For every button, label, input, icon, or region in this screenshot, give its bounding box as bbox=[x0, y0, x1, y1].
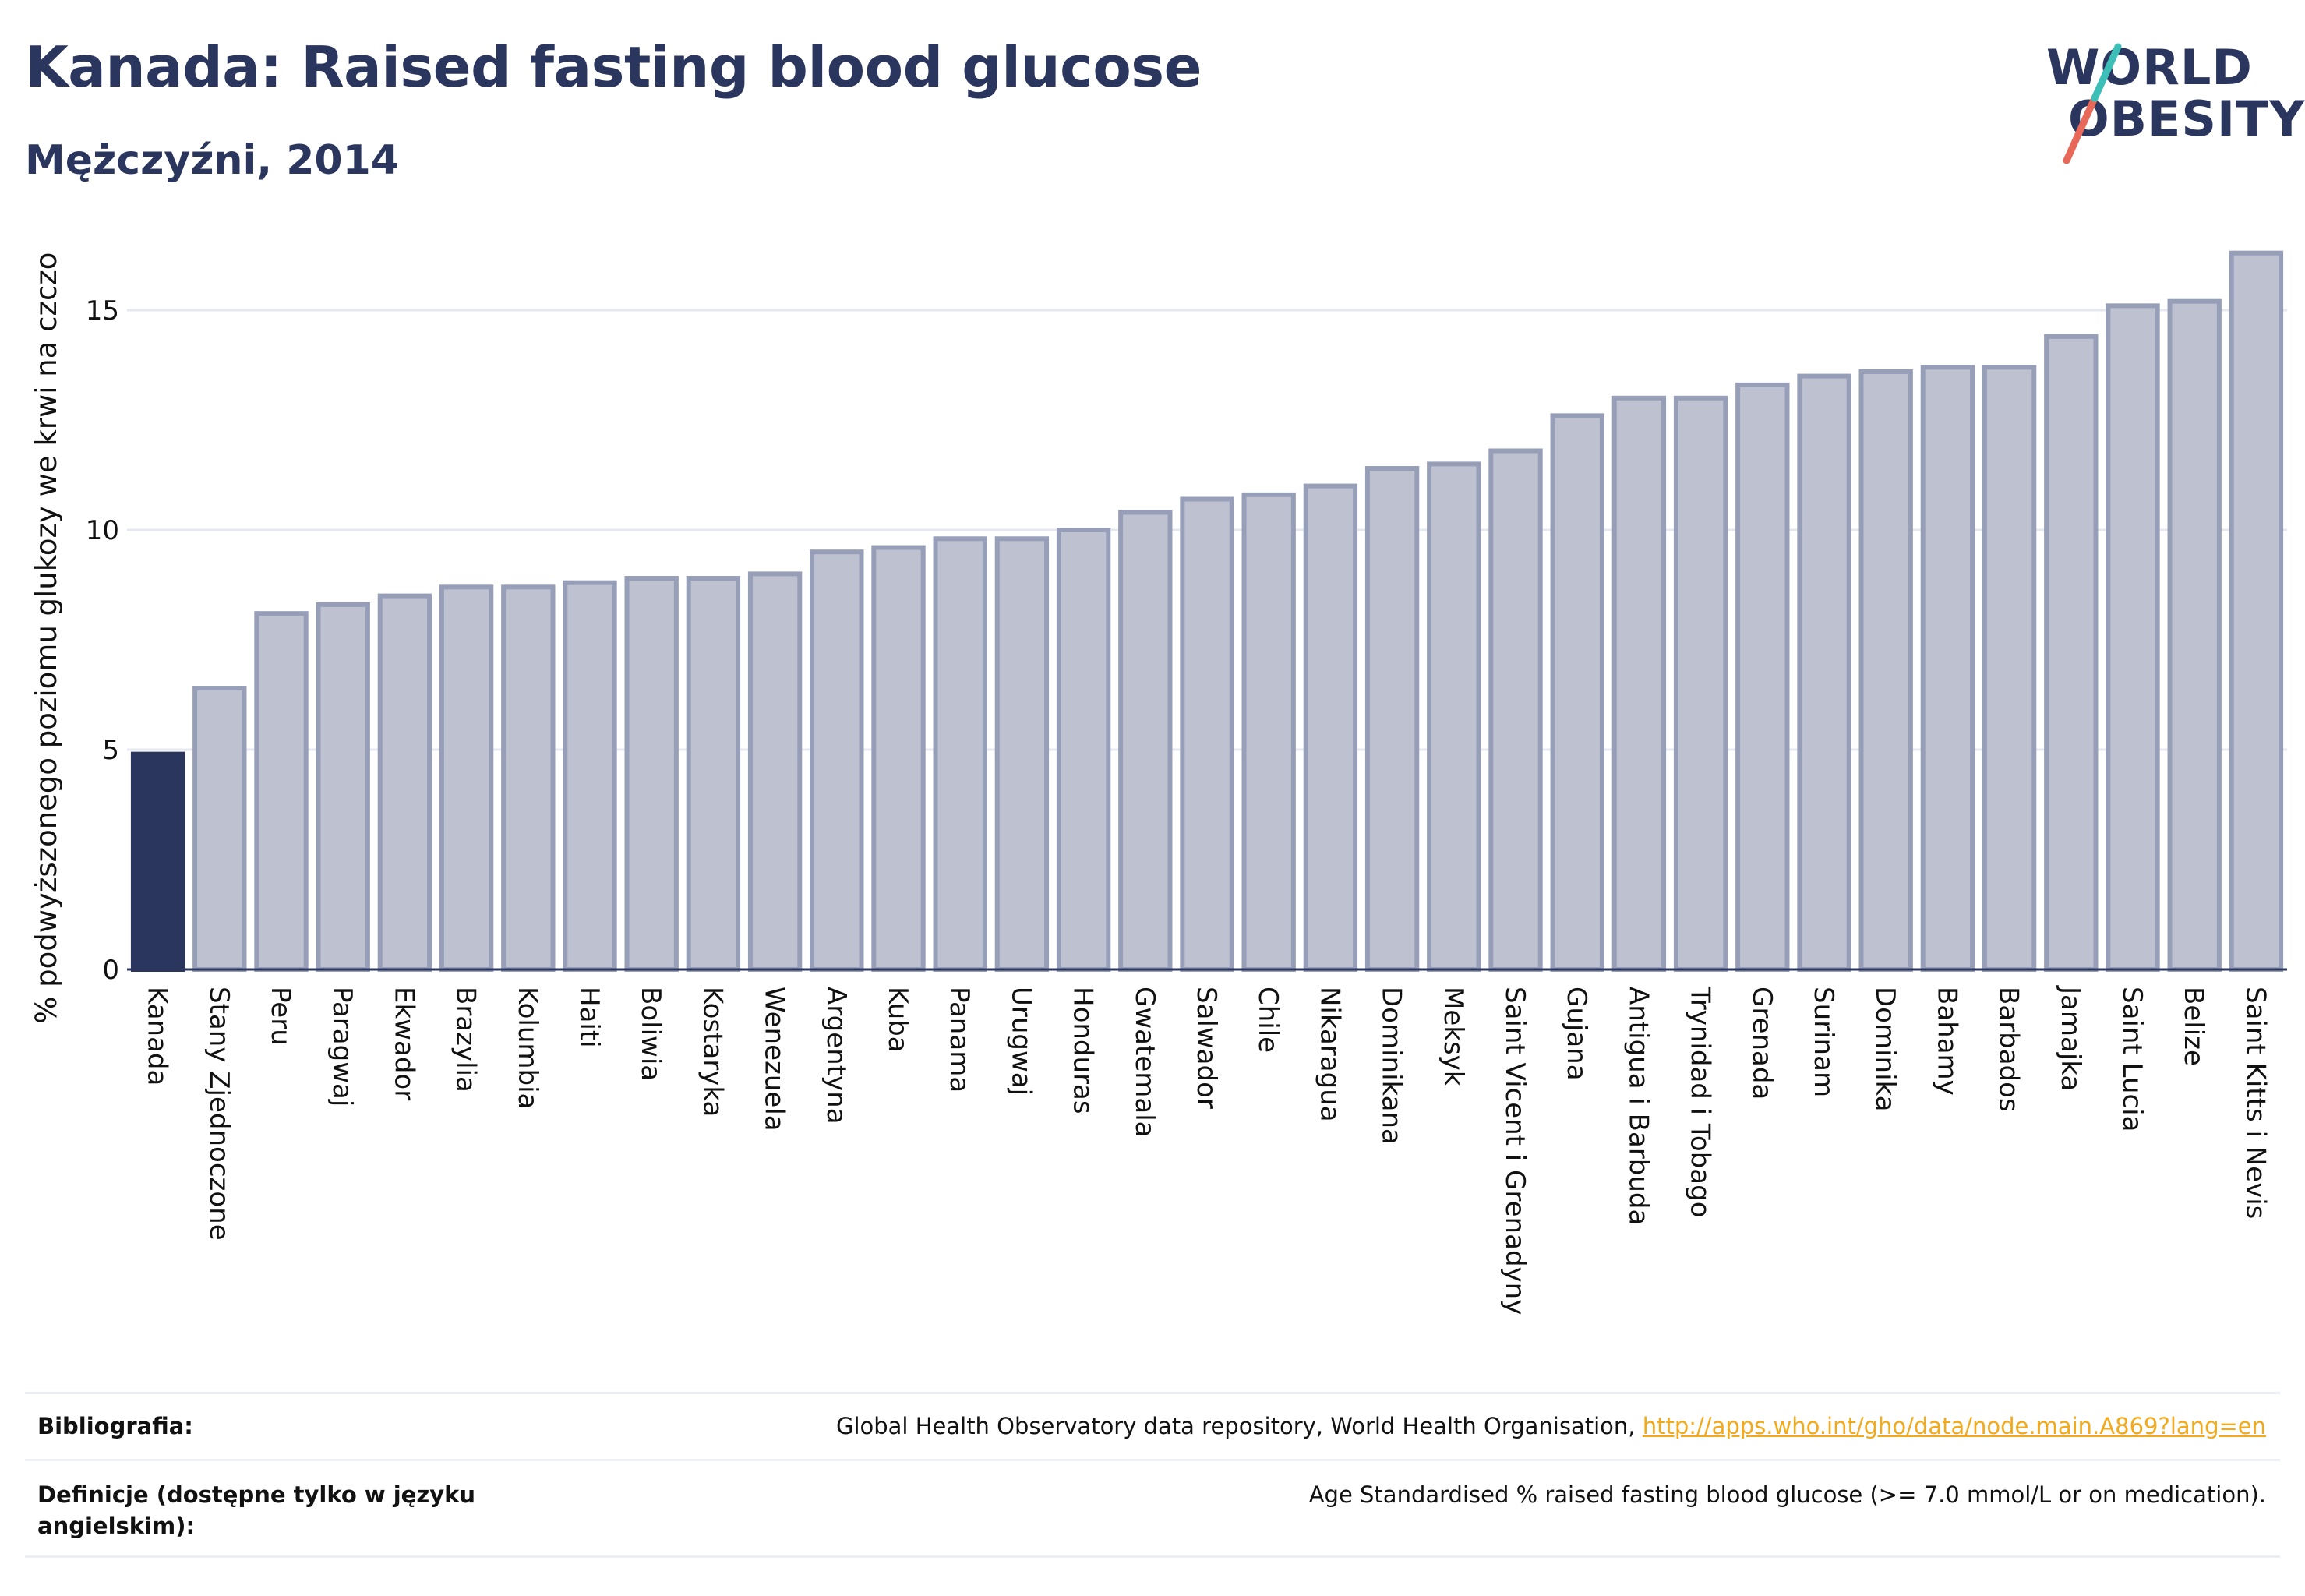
bar bbox=[624, 576, 679, 972]
x-tick-label: Grenada bbox=[1746, 987, 1777, 1100]
x-tick-label: Meksyk bbox=[1438, 987, 1469, 1086]
bar bbox=[1858, 369, 1913, 972]
footer-divider bbox=[25, 1392, 2280, 1394]
x-tick-label: Stany Zjednoczone bbox=[203, 987, 235, 1241]
bar bbox=[1427, 461, 1481, 972]
footer-divider bbox=[25, 1555, 2280, 1558]
x-tick-label: Wenezuela bbox=[759, 987, 790, 1132]
bibliography-text: Global Health Observatory data repositor… bbox=[835, 1413, 1643, 1439]
x-tick-label: Nikaragua bbox=[1314, 987, 1345, 1122]
bar bbox=[192, 686, 247, 972]
page-subtitle: Mężczyźni, 2014 bbox=[25, 137, 399, 184]
bar bbox=[1611, 395, 1667, 972]
bar bbox=[1488, 448, 1543, 972]
bar bbox=[1797, 373, 1851, 973]
bar bbox=[1303, 483, 1358, 972]
x-tick-label: Dominikana bbox=[1376, 987, 1407, 1145]
x-tick-label: Panama bbox=[944, 987, 975, 1093]
x-tick-label: Kuba bbox=[882, 987, 913, 1053]
logo-slash-icon bbox=[2063, 43, 2122, 164]
bar-chart: 0 5 10 15 % podwyższonego poziomu glukozy we… bbox=[30, 250, 2287, 1315]
x-tick-label: Bahamy bbox=[1931, 987, 1962, 1096]
bar bbox=[1550, 413, 1604, 972]
bar bbox=[1118, 510, 1173, 972]
x-tick-label: Honduras bbox=[1068, 987, 1099, 1114]
x-tick-label: Belize bbox=[2178, 987, 2209, 1066]
bar bbox=[1920, 365, 1975, 972]
bar bbox=[2229, 250, 2284, 972]
bar bbox=[933, 536, 987, 972]
bibliography-label: Bibliografia: bbox=[37, 1413, 193, 1439]
bar bbox=[1180, 496, 1234, 972]
footer-divider bbox=[25, 1459, 2280, 1461]
x-tick-label: Barbados bbox=[1993, 987, 2024, 1112]
bar bbox=[810, 549, 864, 972]
x-tick-label: Chile bbox=[1252, 987, 1283, 1053]
y-tick-label: 5 bbox=[102, 735, 119, 766]
bar bbox=[377, 593, 432, 972]
x-tick-label: Ekwador bbox=[388, 987, 419, 1100]
definitions-value: Age Standardised % raised fasting blood … bbox=[1308, 1481, 2266, 1508]
y-tick-label: 15 bbox=[86, 295, 119, 327]
bar bbox=[1673, 395, 1728, 972]
x-tick-label: Brazylia bbox=[450, 987, 482, 1093]
x-tick-label: Saint Kitts i Nevis bbox=[2240, 987, 2271, 1219]
x-tick-label: Kanada bbox=[142, 987, 173, 1086]
x-tick-label: Kostaryka bbox=[697, 987, 728, 1117]
bar bbox=[686, 576, 741, 972]
x-tick-label: Jamajka bbox=[2055, 985, 2086, 1091]
bar bbox=[2167, 298, 2222, 973]
bar bbox=[1364, 466, 1420, 972]
x-tick-label: Saint Lucia bbox=[2116, 987, 2148, 1132]
bar bbox=[1982, 365, 2037, 972]
x-tick-label: Saint Vicent i Grenadyny bbox=[1499, 987, 1530, 1315]
definitions-label: Definicje (dostępne tylko w języku angie… bbox=[37, 1481, 476, 1539]
bar bbox=[563, 580, 617, 972]
x-tick-label: Surinam bbox=[1808, 987, 1839, 1097]
logo-line1: WORLD bbox=[2046, 39, 2253, 96]
x-tick-label: Argentyna bbox=[821, 987, 852, 1125]
y-axis-title: % podwyższonego poziomu glukozy we krwi … bbox=[30, 252, 63, 1024]
bar bbox=[1241, 492, 1296, 972]
world-obesity-logo: WORLD OBESITY bbox=[2040, 23, 2304, 164]
bar bbox=[439, 584, 494, 972]
x-tick-label: Haiti bbox=[574, 987, 605, 1048]
bar bbox=[994, 536, 1050, 972]
x-tick-label: Kolumbia bbox=[512, 987, 543, 1109]
x-tick-label: Gwatemala bbox=[1129, 987, 1160, 1137]
bar bbox=[1735, 382, 1790, 972]
x-tick-label: Urugwaj bbox=[1005, 987, 1036, 1096]
page-title: Kanada: Raised fasting blood glucose bbox=[25, 34, 1202, 100]
y-tick-label: 0 bbox=[102, 955, 119, 986]
bar bbox=[254, 611, 309, 972]
x-tick-label: Dominika bbox=[1869, 987, 1901, 1111]
definitions-row: Definicje (dostępne tylko w języku angie… bbox=[25, 1462, 2280, 1555]
bar bbox=[316, 602, 370, 972]
x-tick-label: Paragwaj bbox=[327, 987, 358, 1107]
x-tick-label: Boliwia bbox=[635, 987, 666, 1081]
bar bbox=[2106, 303, 2160, 972]
bibliography-value: Global Health Observatory data repositor… bbox=[836, 1411, 2266, 1442]
x-tick-label: Peru bbox=[265, 987, 296, 1046]
x-tick-label: Trynidad i Tobago bbox=[1685, 986, 1716, 1218]
x-tick-label: Antigua i Barbuda bbox=[1622, 987, 1654, 1225]
bar bbox=[871, 545, 926, 972]
bar bbox=[2044, 334, 2099, 972]
bar bbox=[747, 571, 803, 973]
x-tick-label: Gujana bbox=[1561, 987, 1592, 1081]
logo-line2: OBESITY bbox=[2068, 90, 2305, 147]
bar bbox=[1056, 528, 1111, 972]
bar-highlight bbox=[130, 751, 185, 972]
bibliography-link[interactable]: http://apps.who.int/gho/data/node.main.A… bbox=[1642, 1413, 2266, 1439]
bar bbox=[501, 584, 556, 972]
y-tick-label: 10 bbox=[86, 515, 119, 546]
x-tick-label: Salwador bbox=[1191, 987, 1222, 1109]
bibliography-row: Bibliografia: Global Health Observatory … bbox=[25, 1395, 2280, 1457]
